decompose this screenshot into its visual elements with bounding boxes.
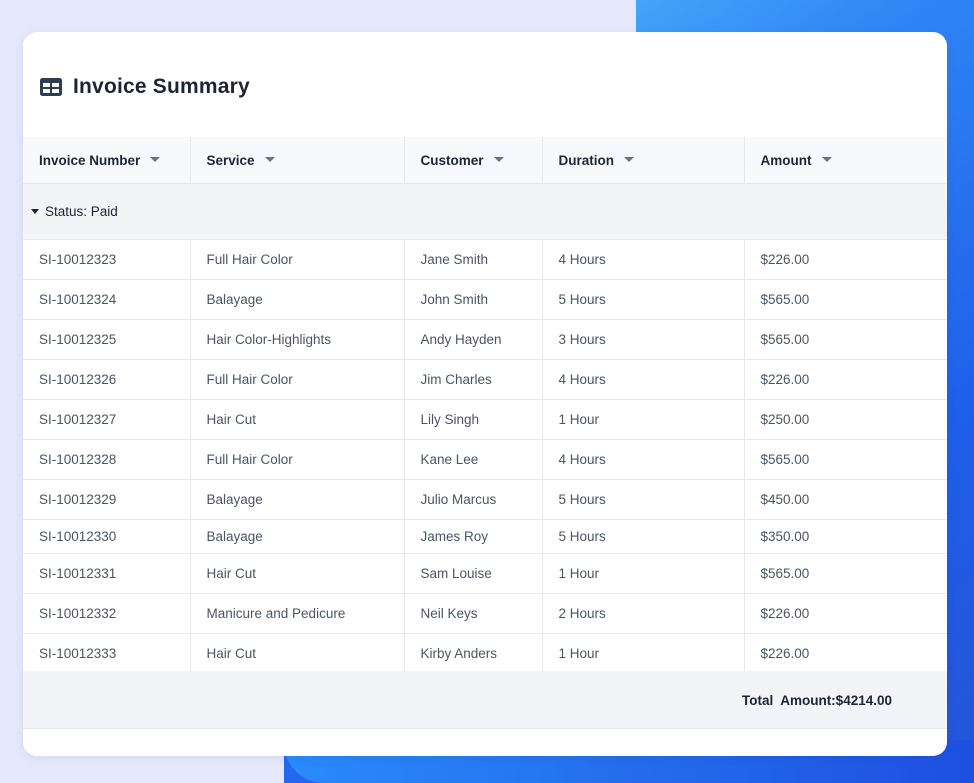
cell-service: Full Hair Color [190, 359, 405, 400]
column-header-customer[interactable]: Customer [404, 137, 543, 184]
cell-invoice: SI-10012327 [23, 399, 191, 440]
cell-duration: 3 Hours [542, 319, 745, 360]
page-title: Invoice Summary [73, 75, 250, 98]
column-header-label: Duration [558, 152, 615, 168]
cell-customer: Lily Singh [404, 399, 543, 440]
cell-duration: 5 Hours [542, 519, 745, 554]
sort-caret-icon[interactable] [821, 157, 832, 163]
cell-amount: $226.00 [744, 593, 947, 634]
table-icon [40, 78, 62, 96]
cell-service: Balayage [190, 519, 405, 554]
column-header-service[interactable]: Service [190, 137, 405, 184]
table-row[interactable]: SI-10012323 Full Hair Color Jane Smith 4 Ho… [23, 239, 947, 280]
table-row[interactable]: SI-10012325 Hair Color-Highlights Andy Hay… [23, 319, 947, 360]
column-header-label: Invoice Number [39, 152, 141, 168]
cell-invoice: SI-10012332 [23, 593, 191, 634]
table-row[interactable]: SI-10012330 Balayage James Roy 5 Hours $350.… [23, 519, 947, 554]
cell-customer: Jim Charles [404, 359, 543, 400]
cell-duration: 4 Hours [542, 439, 745, 480]
cell-invoice: SI-10012324 [23, 279, 191, 320]
column-header-label: Amount [760, 152, 812, 168]
table-row[interactable]: SI-10012333 Hair Cut Kirby Anders 1 Hour $22… [23, 633, 947, 674]
cell-amount: $226.00 [744, 359, 947, 400]
table-row[interactable]: SI-10012327 Hair Cut Lily Singh 1 Hour $250.… [23, 399, 947, 440]
cell-invoice: SI-10012323 [23, 239, 191, 280]
table-footer: Total Amount:$4214.00 [23, 671, 947, 729]
cell-customer: Kane Lee [404, 439, 543, 480]
cell-service: Hair Cut [190, 399, 405, 440]
group-label: Status: Paid [45, 204, 118, 219]
cell-service: Hair Color-Highlights [190, 319, 405, 360]
cell-customer: Neil Keys [404, 593, 543, 634]
cell-invoice: SI-10012328 [23, 439, 191, 480]
cell-customer: Julio Marcus [404, 479, 543, 520]
cell-invoice: SI-10012329 [23, 479, 191, 520]
column-header-label: Customer [420, 152, 484, 168]
cell-invoice: SI-10012331 [23, 553, 191, 594]
cell-amount: $250.00 [744, 399, 947, 440]
total-amount: Total Amount:$4214.00 [741, 693, 892, 708]
table-row[interactable]: SI-10012328 Full Hair Color Kane Lee 4 Hour… [23, 439, 947, 480]
table-header-row: Invoice Number Service Customer Duration Amo… [23, 137, 947, 184]
cell-invoice: SI-10012326 [23, 359, 191, 400]
cell-duration: 5 Hours [542, 279, 745, 320]
invoice-card: Invoice Summary Invoice Number Service Cus… [23, 32, 947, 756]
cell-service: Manicure and Pedicure [190, 593, 405, 634]
column-header-duration[interactable]: Duration [542, 137, 745, 184]
cell-service: Full Hair Color [190, 239, 405, 280]
table-row[interactable]: SI-10012324 Balayage John Smith 5 Hours $565… [23, 279, 947, 320]
cell-customer: John Smith [404, 279, 543, 320]
sort-caret-icon[interactable] [264, 157, 275, 163]
sort-caret-icon[interactable] [150, 157, 161, 163]
cell-customer: Sam Louise [404, 553, 543, 594]
cell-amount: $565.00 [744, 279, 947, 320]
table-row[interactable]: SI-10012331 Hair Cut Sam Louise 1 Hour $565.… [23, 553, 947, 594]
cell-service: Full Hair Color [190, 439, 405, 480]
cell-customer: James Roy [404, 519, 543, 554]
cell-service: Balayage [190, 479, 405, 520]
sort-caret-icon[interactable] [624, 157, 634, 163]
table-row[interactable]: SI-10012326 Full Hair Color Jim Charles 4 H… [23, 359, 947, 400]
cell-service: Hair Cut [190, 633, 405, 674]
cell-service: Hair Cut [190, 553, 405, 594]
cell-duration: 2 Hours [542, 593, 745, 634]
group-cell[interactable]: Status: Paid [23, 183, 947, 240]
caret-down-icon[interactable] [31, 208, 39, 214]
cell-amount: $226.00 [744, 239, 947, 280]
cell-duration: 4 Hours [542, 239, 745, 280]
sort-caret-icon[interactable] [493, 157, 504, 163]
table-row[interactable]: SI-10012332 Manicure and Pedicure Neil Key… [23, 593, 947, 634]
column-header-label: Service [206, 152, 255, 168]
cell-duration: 1 Hour [542, 553, 745, 594]
column-header-invoice-number[interactable]: Invoice Number [23, 137, 191, 184]
invoice-table: Invoice Number Service Customer Duration Amo… [23, 137, 947, 674]
cell-duration: 5 Hours [542, 479, 745, 520]
group-row-status-paid[interactable]: Status: Paid [23, 183, 947, 240]
column-header-amount[interactable]: Amount [744, 137, 947, 184]
cell-invoice: SI-10012333 [23, 633, 191, 674]
cell-invoice: SI-10012325 [23, 319, 191, 360]
cell-duration: 1 Hour [542, 399, 745, 440]
cell-amount: $450.00 [744, 479, 947, 520]
cell-customer: Andy Hayden [404, 319, 543, 360]
table-row[interactable]: SI-10012329 Balayage Julio Marcus 5 Hours $4… [23, 479, 947, 520]
cell-customer: Jane Smith [404, 239, 543, 280]
cell-amount: $350.00 [744, 519, 947, 554]
cell-amount: $565.00 [744, 439, 947, 480]
cell-amount: $565.00 [744, 319, 947, 360]
cell-duration: 1 Hour [542, 633, 745, 674]
cell-duration: 4 Hours [542, 359, 745, 400]
cell-invoice: SI-10012330 [23, 519, 191, 554]
cell-amount: $226.00 [744, 633, 947, 674]
card-header: Invoice Summary [39, 72, 250, 102]
cell-customer: Kirby Anders [404, 633, 543, 674]
cell-amount: $565.00 [744, 553, 947, 594]
cell-service: Balayage [190, 279, 405, 320]
